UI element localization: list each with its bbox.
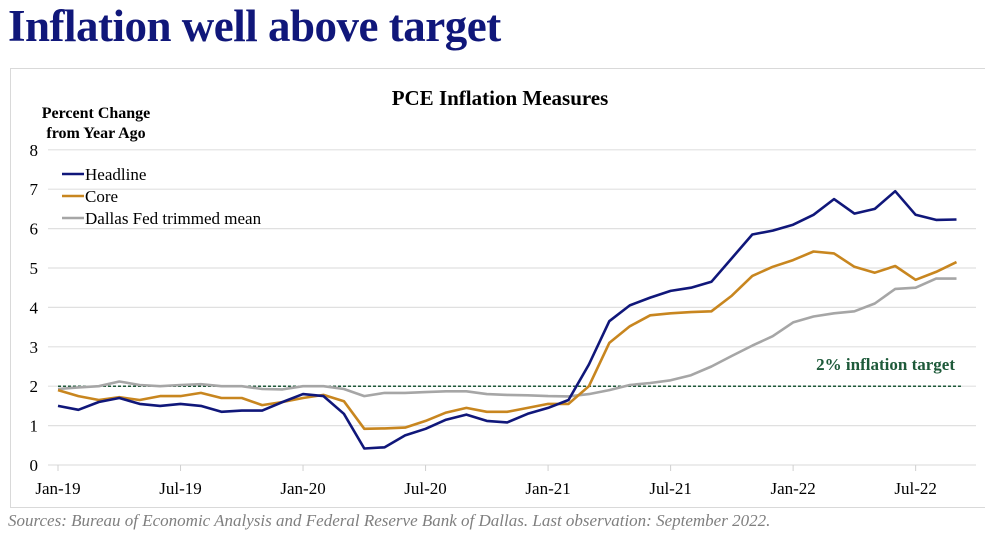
y-tick-label: 2 bbox=[30, 377, 39, 396]
chart-frame bbox=[10, 68, 985, 508]
x-tick-label: Jul-20 bbox=[404, 479, 447, 498]
x-tick-label: Jan-20 bbox=[280, 479, 325, 498]
y-tick-label: 6 bbox=[30, 220, 39, 239]
y-tick-label: 8 bbox=[30, 141, 39, 160]
y-tick-label: 3 bbox=[30, 338, 39, 357]
x-tick-label: Jul-21 bbox=[649, 479, 692, 498]
x-tick-label: Jul-22 bbox=[894, 479, 937, 498]
chart-title: PCE Inflation Measures bbox=[392, 86, 609, 110]
legend-label: Core bbox=[85, 187, 118, 206]
x-tick-label: Jan-19 bbox=[35, 479, 80, 498]
x-tick-label: Jan-22 bbox=[770, 479, 815, 498]
page-title: Inflation well above target bbox=[8, 1, 501, 51]
sources-note: Sources: Bureau of Economic Analysis and… bbox=[8, 511, 771, 530]
y-tick-label: 0 bbox=[30, 456, 39, 475]
x-tick-label: Jul-19 bbox=[159, 479, 202, 498]
y-axis-label-line2: from Year Ago bbox=[46, 125, 145, 142]
y-tick-label: 4 bbox=[30, 298, 39, 317]
legend-label: Dallas Fed trimmed mean bbox=[85, 209, 262, 228]
y-tick-label: 1 bbox=[30, 417, 39, 436]
y-tick-label: 5 bbox=[30, 259, 39, 278]
series-line-headline bbox=[57, 189, 957, 450]
series-line-dallas-fed-trimmed-mean bbox=[57, 277, 957, 398]
target-label: 2% inflation target bbox=[816, 355, 955, 374]
legend-label: Headline bbox=[85, 165, 146, 184]
x-tick-label: Jan-21 bbox=[525, 479, 570, 498]
y-tick-label: 7 bbox=[30, 180, 39, 199]
series-line-core bbox=[57, 250, 958, 431]
y-axis-label-line1: Percent Change bbox=[42, 105, 151, 122]
